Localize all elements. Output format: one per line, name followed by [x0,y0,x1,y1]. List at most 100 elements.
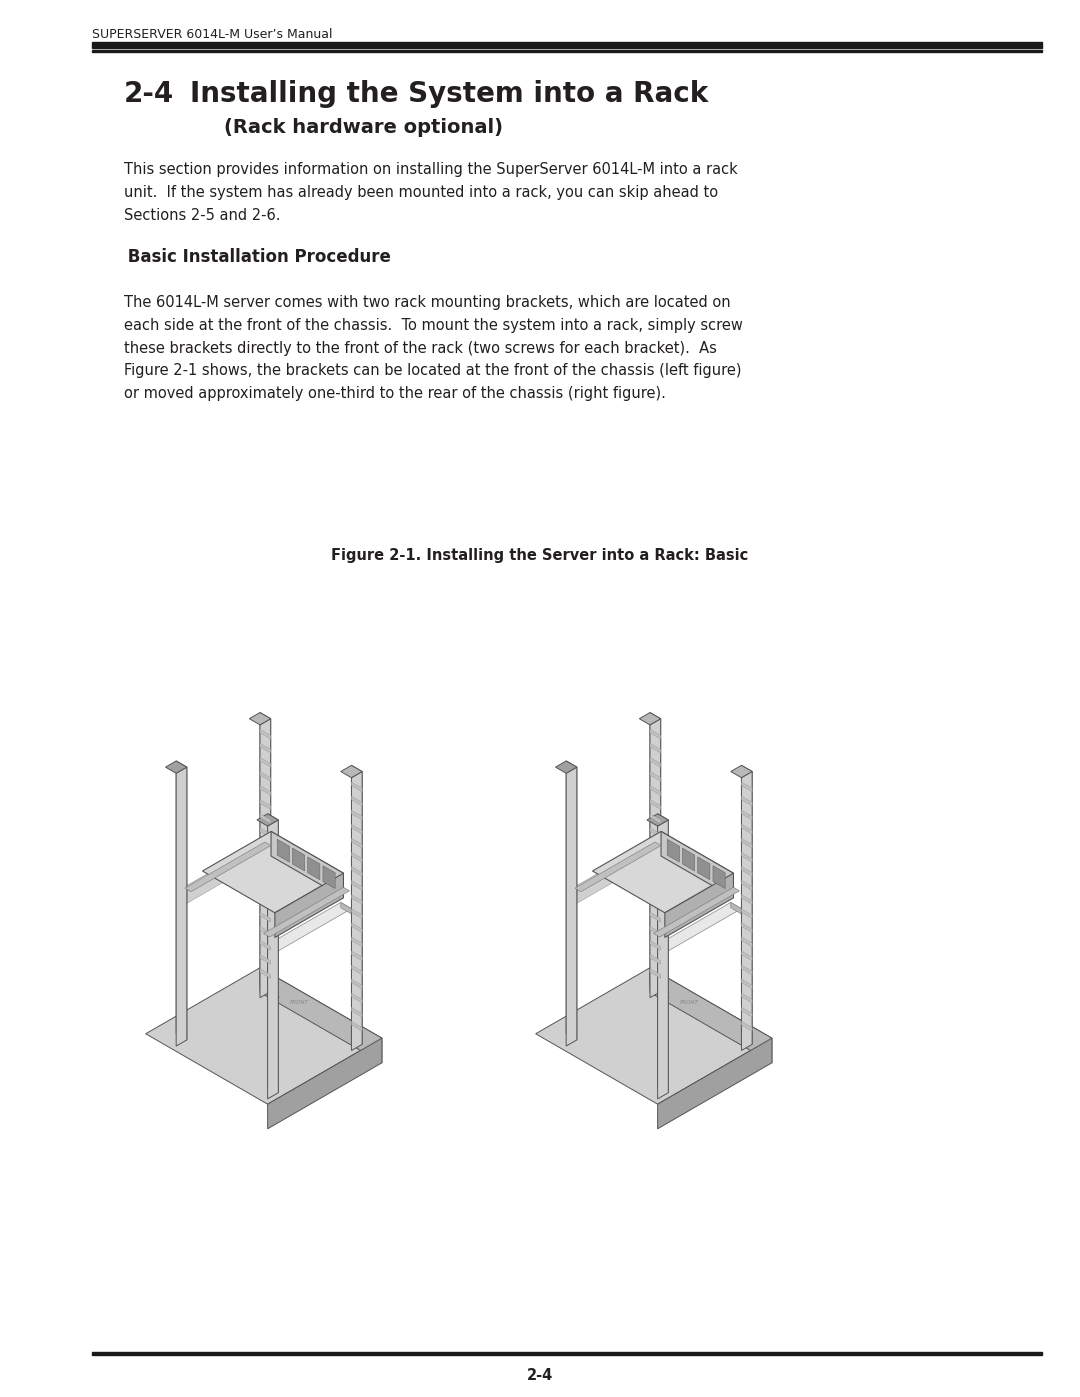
Polygon shape [650,771,661,781]
Polygon shape [249,849,260,861]
Polygon shape [351,824,362,834]
Polygon shape [202,831,343,912]
Text: FRONT: FRONT [291,1000,309,1006]
Polygon shape [713,866,725,888]
Text: (Rack hardware optional): (Rack hardware optional) [225,117,503,137]
Polygon shape [536,968,772,1104]
Polygon shape [260,842,271,852]
Polygon shape [260,828,271,838]
Polygon shape [341,766,362,778]
Polygon shape [742,771,752,1051]
Polygon shape [323,866,335,888]
Polygon shape [260,718,271,997]
Polygon shape [260,814,271,823]
Polygon shape [650,743,661,753]
Polygon shape [742,866,752,876]
Polygon shape [260,912,271,922]
Polygon shape [351,951,362,961]
Polygon shape [650,968,772,1063]
Polygon shape [575,842,661,891]
Polygon shape [742,824,752,834]
Polygon shape [650,856,661,866]
Polygon shape [278,840,289,862]
Polygon shape [341,902,351,914]
Polygon shape [742,766,752,1045]
Polygon shape [257,814,279,826]
Polygon shape [351,1007,362,1017]
Polygon shape [683,848,694,870]
Polygon shape [260,757,271,767]
Polygon shape [308,856,320,880]
Polygon shape [742,1021,752,1031]
Text: 2-4: 2-4 [124,80,175,108]
Polygon shape [650,940,661,950]
Polygon shape [742,993,752,1003]
Polygon shape [351,852,362,862]
Polygon shape [351,979,362,989]
Polygon shape [658,814,669,1092]
Polygon shape [260,799,271,809]
Polygon shape [650,898,661,908]
Polygon shape [742,894,752,904]
Polygon shape [698,856,710,880]
Polygon shape [650,814,661,823]
Polygon shape [351,866,362,876]
Bar [92,42,1042,47]
Polygon shape [268,820,279,1099]
Polygon shape [351,909,362,918]
Polygon shape [593,831,733,912]
Polygon shape [566,761,577,1039]
Polygon shape [742,937,752,947]
Polygon shape [260,884,271,894]
Polygon shape [661,831,733,898]
Polygon shape [260,954,271,964]
Polygon shape [555,761,577,774]
Polygon shape [566,767,577,1046]
Polygon shape [268,1038,382,1129]
Polygon shape [351,993,362,1003]
Polygon shape [351,796,362,806]
Polygon shape [260,743,271,753]
Polygon shape [260,712,271,992]
Polygon shape [650,785,661,795]
Polygon shape [566,849,650,898]
Polygon shape [351,782,362,792]
Polygon shape [185,842,271,891]
Polygon shape [742,1007,752,1017]
Polygon shape [650,954,661,964]
Polygon shape [351,1021,362,1031]
Polygon shape [351,771,362,1051]
Polygon shape [351,923,362,933]
Text: Basic Installation Procedure: Basic Installation Procedure [122,249,391,265]
Polygon shape [260,771,271,781]
Polygon shape [650,870,661,880]
Text: Installing the System into a Rack: Installing the System into a Rack [190,80,708,108]
Polygon shape [650,912,661,922]
Text: This section provides information on installing the SuperServer 6014L-M into a r: This section provides information on ins… [124,162,738,222]
Polygon shape [742,838,752,848]
Polygon shape [176,849,260,898]
Polygon shape [650,828,661,838]
Polygon shape [742,796,752,806]
Polygon shape [260,940,271,950]
Polygon shape [650,842,661,852]
Polygon shape [165,761,187,774]
Polygon shape [176,855,260,904]
Polygon shape [176,767,187,1046]
Polygon shape [639,712,661,725]
Polygon shape [742,852,752,862]
Polygon shape [351,766,362,1045]
Polygon shape [650,757,661,767]
Text: 2-4: 2-4 [527,1368,553,1383]
Polygon shape [293,848,305,870]
Polygon shape [742,909,752,918]
Polygon shape [271,831,343,898]
Polygon shape [566,855,650,904]
Polygon shape [351,880,362,890]
Polygon shape [268,902,351,951]
Polygon shape [742,923,752,933]
Polygon shape [260,968,271,978]
Polygon shape [260,729,271,739]
Text: SUPERSERVER 6014L-M User’s Manual: SUPERSERVER 6014L-M User’s Manual [92,28,333,41]
Polygon shape [650,718,661,997]
